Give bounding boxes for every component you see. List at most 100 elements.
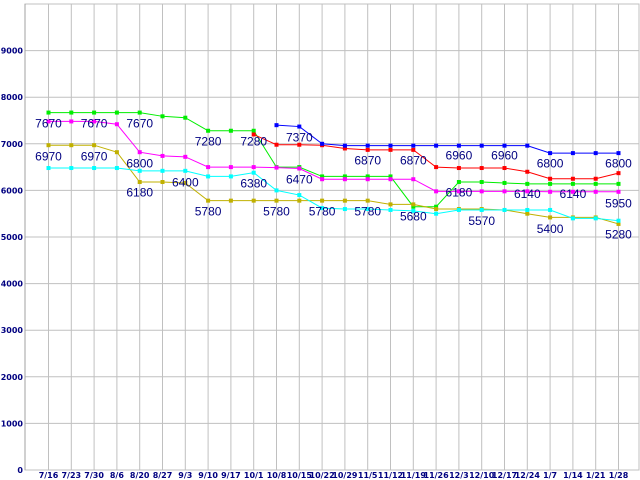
data-point <box>548 181 553 186</box>
data-point <box>320 177 325 182</box>
data-point <box>411 208 416 213</box>
data-label: 7670 <box>35 116 62 130</box>
y-axis: 0 1000 2000 3000 4000 5000 6000 7000 8000 9000 <box>1 4 26 475</box>
data-point <box>388 147 393 152</box>
data-point <box>46 119 51 124</box>
y-tick-label: 4000 <box>1 280 24 289</box>
data-point <box>593 189 598 194</box>
series-line-blue <box>276 124 619 154</box>
data-point <box>479 166 484 171</box>
data-point <box>46 166 51 171</box>
data-point <box>548 151 553 156</box>
data-point <box>320 141 325 146</box>
data-point <box>456 143 461 148</box>
data-point <box>570 151 575 156</box>
x-tick-label: 10/15 <box>287 471 313 480</box>
data-point <box>92 166 97 171</box>
data-point <box>479 207 484 212</box>
data-point <box>479 143 484 148</box>
data-point <box>365 177 370 182</box>
y-tick-label: 8000 <box>1 93 24 102</box>
x-tick-label: 1/7 <box>543 471 557 480</box>
data-point <box>434 204 439 209</box>
x-tick-label: 11/26 <box>424 471 450 480</box>
data-label: 7370 <box>286 130 313 144</box>
data-point <box>183 180 188 185</box>
y-tick-label: 7000 <box>1 140 24 149</box>
data-label: 6970 <box>81 149 108 163</box>
data-label: 7280 <box>240 135 267 149</box>
data-point <box>525 207 530 212</box>
data-label: 5680 <box>400 210 427 224</box>
data-point <box>342 177 347 182</box>
data-point <box>525 181 530 186</box>
data-point <box>137 110 142 115</box>
y-tick-label: 9000 <box>1 47 24 56</box>
data-point <box>411 143 416 148</box>
data-label: 7280 <box>195 135 222 149</box>
data-point <box>593 151 598 156</box>
data-point <box>570 181 575 186</box>
data-point <box>548 215 553 220</box>
data-label: 5570 <box>468 214 495 228</box>
data-point <box>434 207 439 212</box>
data-point <box>274 165 279 170</box>
data-point <box>92 143 97 148</box>
data-label: 6140 <box>514 187 541 201</box>
data-label: 5280 <box>605 227 632 241</box>
data-label: 7670 <box>126 116 153 130</box>
data-label: 6180 <box>126 185 153 199</box>
data-point <box>548 176 553 181</box>
data-point <box>411 177 416 182</box>
data-point <box>183 115 188 120</box>
data-label: 5400 <box>537 222 564 236</box>
data-point <box>251 165 256 170</box>
data-label: 5780 <box>354 204 381 218</box>
series-line-cyan <box>48 167 619 222</box>
x-tick-label: 1/14 <box>563 471 583 480</box>
x-tick-label: 12/10 <box>469 471 495 480</box>
data-point <box>69 119 74 124</box>
data-label: 5780 <box>263 204 290 218</box>
x-tick-label: 11/12 <box>378 471 403 480</box>
data-point <box>502 207 507 212</box>
data-point <box>297 166 302 171</box>
series-green <box>46 110 621 209</box>
data-point <box>228 128 233 133</box>
data-point <box>69 166 74 171</box>
annotations: 7670 7670 7670 6970 6970 6800 6180 6400 7280 7280… <box>35 116 632 241</box>
data-point <box>548 189 553 194</box>
data-label: 6960 <box>446 149 473 163</box>
data-point <box>160 168 165 173</box>
data-point <box>548 207 553 212</box>
data-label: 6400 <box>172 176 199 190</box>
x-tick-label: 7/30 <box>84 471 104 480</box>
data-point <box>297 193 302 198</box>
data-point <box>388 207 393 212</box>
data-label: 6470 <box>286 172 313 186</box>
data-point <box>320 174 325 179</box>
data-point <box>228 198 233 203</box>
x-tick-label: 11/5 <box>358 471 378 480</box>
data-point <box>502 180 507 185</box>
data-point <box>434 165 439 170</box>
data-label: 6800 <box>537 156 564 170</box>
x-tick-label: 12/17 <box>492 471 517 480</box>
data-point <box>434 211 439 216</box>
data-point <box>502 189 507 194</box>
data-point <box>434 143 439 148</box>
y-tick-label: 2000 <box>1 373 24 382</box>
data-label: 6800 <box>126 156 153 170</box>
x-tick-label: 1/21 <box>586 471 606 480</box>
data-point <box>274 188 279 193</box>
data-point <box>456 207 461 212</box>
data-point <box>274 123 279 128</box>
data-point <box>479 189 484 194</box>
data-point <box>251 170 256 175</box>
data-label: 6960 <box>491 149 518 163</box>
data-label: 5780 <box>195 204 222 218</box>
data-point <box>274 198 279 203</box>
data-point <box>502 143 507 148</box>
data-point <box>251 132 256 137</box>
data-point <box>616 181 621 186</box>
